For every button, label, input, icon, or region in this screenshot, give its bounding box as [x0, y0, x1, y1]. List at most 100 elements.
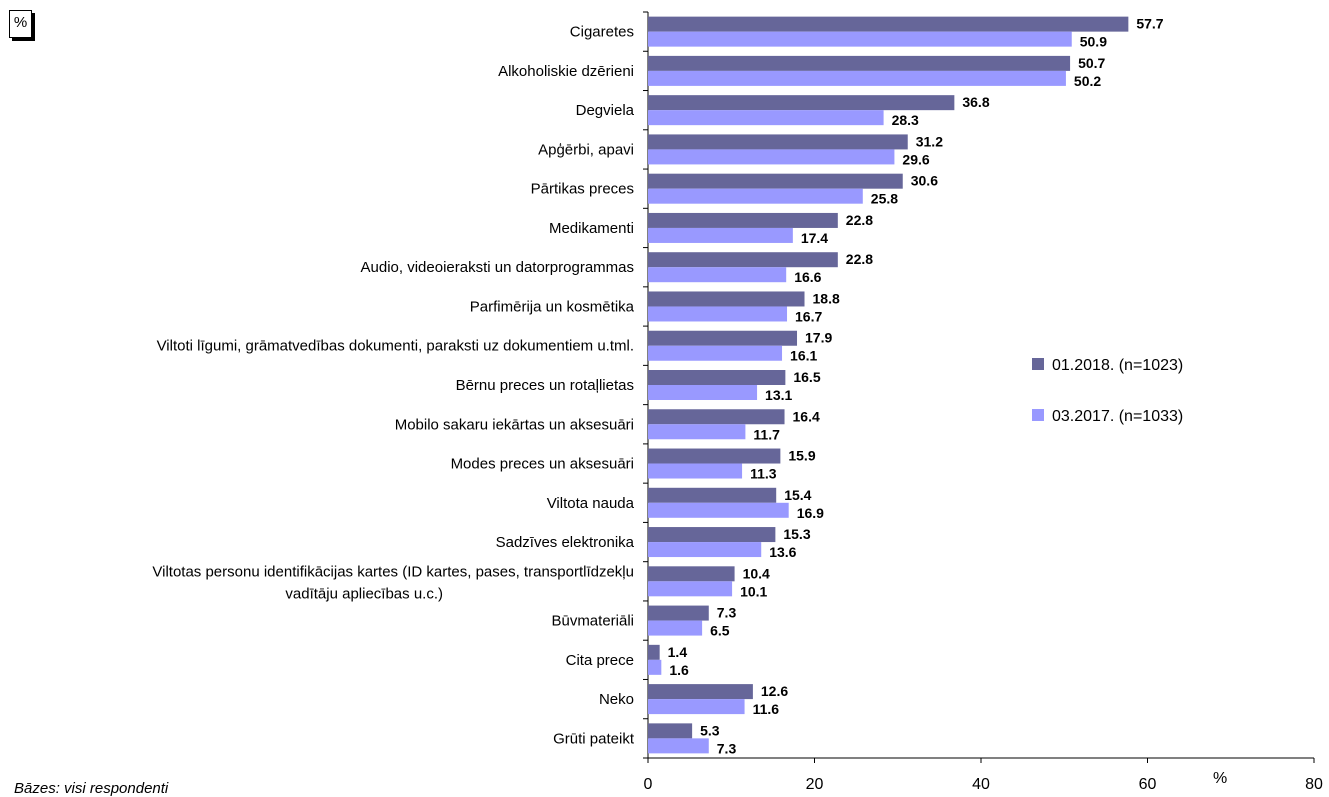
- bar-series2: [648, 424, 746, 440]
- category-label: Bērnu preces un rotaļlietas: [456, 377, 634, 394]
- x-tick-label: 20: [806, 776, 824, 793]
- bar-series2: [648, 267, 787, 283]
- category-label: Medikamenti: [549, 220, 634, 237]
- data-label: 17.9: [805, 330, 832, 346]
- bar-series2: [648, 581, 733, 597]
- bar-series2: [648, 659, 662, 675]
- category-label: Būvmateriāli: [551, 613, 634, 630]
- x-tick-label: 40: [972, 776, 990, 793]
- data-label: 13.1: [765, 387, 792, 403]
- category-label: Mobilo sakaru iekārtas un aksesuāri: [395, 416, 634, 433]
- legend-swatch: [1032, 409, 1044, 421]
- data-label: 36.8: [962, 94, 989, 110]
- bar-series1: [648, 527, 776, 543]
- data-label: 11.3: [750, 466, 777, 482]
- data-label: 16.6: [794, 269, 821, 285]
- bar-series1: [648, 252, 838, 268]
- data-label: 17.4: [801, 230, 828, 246]
- data-label: 15.3: [783, 526, 810, 542]
- data-label: 16.1: [790, 348, 817, 364]
- bar-series2: [648, 110, 884, 126]
- data-label: 16.4: [793, 408, 820, 424]
- x-tick-label: 80: [1305, 776, 1323, 793]
- data-label: 25.8: [871, 191, 898, 207]
- data-label: 12.6: [761, 683, 788, 699]
- bar-series2: [648, 31, 1072, 47]
- category-label: Sadzīves elektronika: [496, 534, 635, 551]
- data-label: 15.4: [784, 487, 811, 503]
- bar-series1: [648, 487, 777, 503]
- bar-series1: [648, 212, 838, 228]
- category-label: Cita prece: [566, 652, 634, 669]
- data-label: 7.3: [717, 740, 737, 756]
- bar-series2: [648, 738, 709, 754]
- category-label: Viltotas personu identifikācijas kartes …: [152, 563, 634, 580]
- data-label: 16.9: [797, 505, 824, 521]
- bar-series1: [648, 291, 805, 307]
- category-label: vadītāju apliecības u.c.): [285, 585, 443, 602]
- bar-series2: [648, 149, 895, 165]
- category-label: Cigaretes: [570, 24, 634, 41]
- legend-label: 01.2018. (n=1023): [1052, 357, 1183, 374]
- data-label: 50.2: [1074, 73, 1101, 89]
- data-label: 10.1: [740, 583, 767, 599]
- category-label: Viltota nauda: [547, 495, 635, 512]
- data-label: 31.2: [916, 133, 943, 149]
- bar-series2: [648, 502, 789, 518]
- category-label: Audio, videoieraksti un datorprogrammas: [361, 259, 634, 276]
- data-label: 22.8: [846, 212, 873, 228]
- data-label: 16.5: [793, 369, 820, 385]
- bar-series1: [648, 95, 955, 111]
- bar-series1: [648, 409, 785, 425]
- bar-series1: [648, 330, 798, 346]
- bar-series2: [648, 620, 703, 636]
- bar-series1: [648, 566, 735, 582]
- data-label: 30.6: [911, 173, 938, 189]
- data-label: 1.4: [668, 644, 688, 660]
- legend-swatch: [1032, 358, 1044, 370]
- footnote: Bāzes: visi respondenti: [14, 780, 169, 797]
- category-label: Grūti pateikt: [553, 730, 635, 747]
- legend-label: 03.2017. (n=1033): [1052, 408, 1183, 425]
- category-label: Apģērbi, apavi: [538, 141, 634, 158]
- bar-series2: [648, 699, 745, 715]
- data-label: 10.4: [743, 565, 770, 581]
- data-label: 11.7: [753, 426, 780, 442]
- data-label: 5.3: [700, 722, 720, 738]
- data-label: 50.7: [1078, 55, 1105, 71]
- bar-series2: [648, 463, 743, 479]
- data-label: 7.3: [717, 605, 737, 621]
- category-label: Viltoti līgumi, grāmatvedības dokumenti,…: [157, 338, 634, 355]
- category-label: Neko: [599, 691, 634, 708]
- category-label: Pārtikas preces: [531, 181, 634, 198]
- data-label: 22.8: [846, 251, 873, 267]
- bar-series1: [648, 605, 709, 621]
- data-label: 18.8: [813, 290, 840, 306]
- category-label: Parfimērija un kosmētika: [470, 298, 635, 315]
- data-label: 6.5: [710, 623, 730, 639]
- data-label: 11.6: [753, 701, 780, 717]
- bar-series2: [648, 306, 788, 322]
- x-axis-unit: %: [1213, 770, 1228, 787]
- bar-series1: [648, 684, 753, 700]
- bar-series1: [648, 448, 781, 464]
- category-label: Modes preces un aksesuāri: [451, 456, 634, 473]
- unit-box: %: [9, 10, 32, 38]
- data-label: 50.9: [1080, 34, 1107, 50]
- bar-series2: [648, 542, 762, 558]
- bar-series2: [648, 70, 1066, 86]
- x-tick-label: 0: [644, 776, 653, 793]
- bar-series1: [648, 173, 903, 189]
- data-label: 16.7: [795, 308, 822, 324]
- data-label: 29.6: [902, 151, 929, 167]
- bar-series2: [648, 345, 783, 361]
- data-label: 13.6: [769, 544, 796, 560]
- x-tick-label: 60: [1139, 776, 1157, 793]
- data-label: 1.6: [669, 662, 689, 678]
- data-label: 15.9: [788, 448, 815, 464]
- category-label: Degviela: [576, 102, 635, 119]
- bar-series1: [648, 723, 693, 739]
- bar-series1: [648, 370, 786, 385]
- bar-series2: [648, 188, 863, 204]
